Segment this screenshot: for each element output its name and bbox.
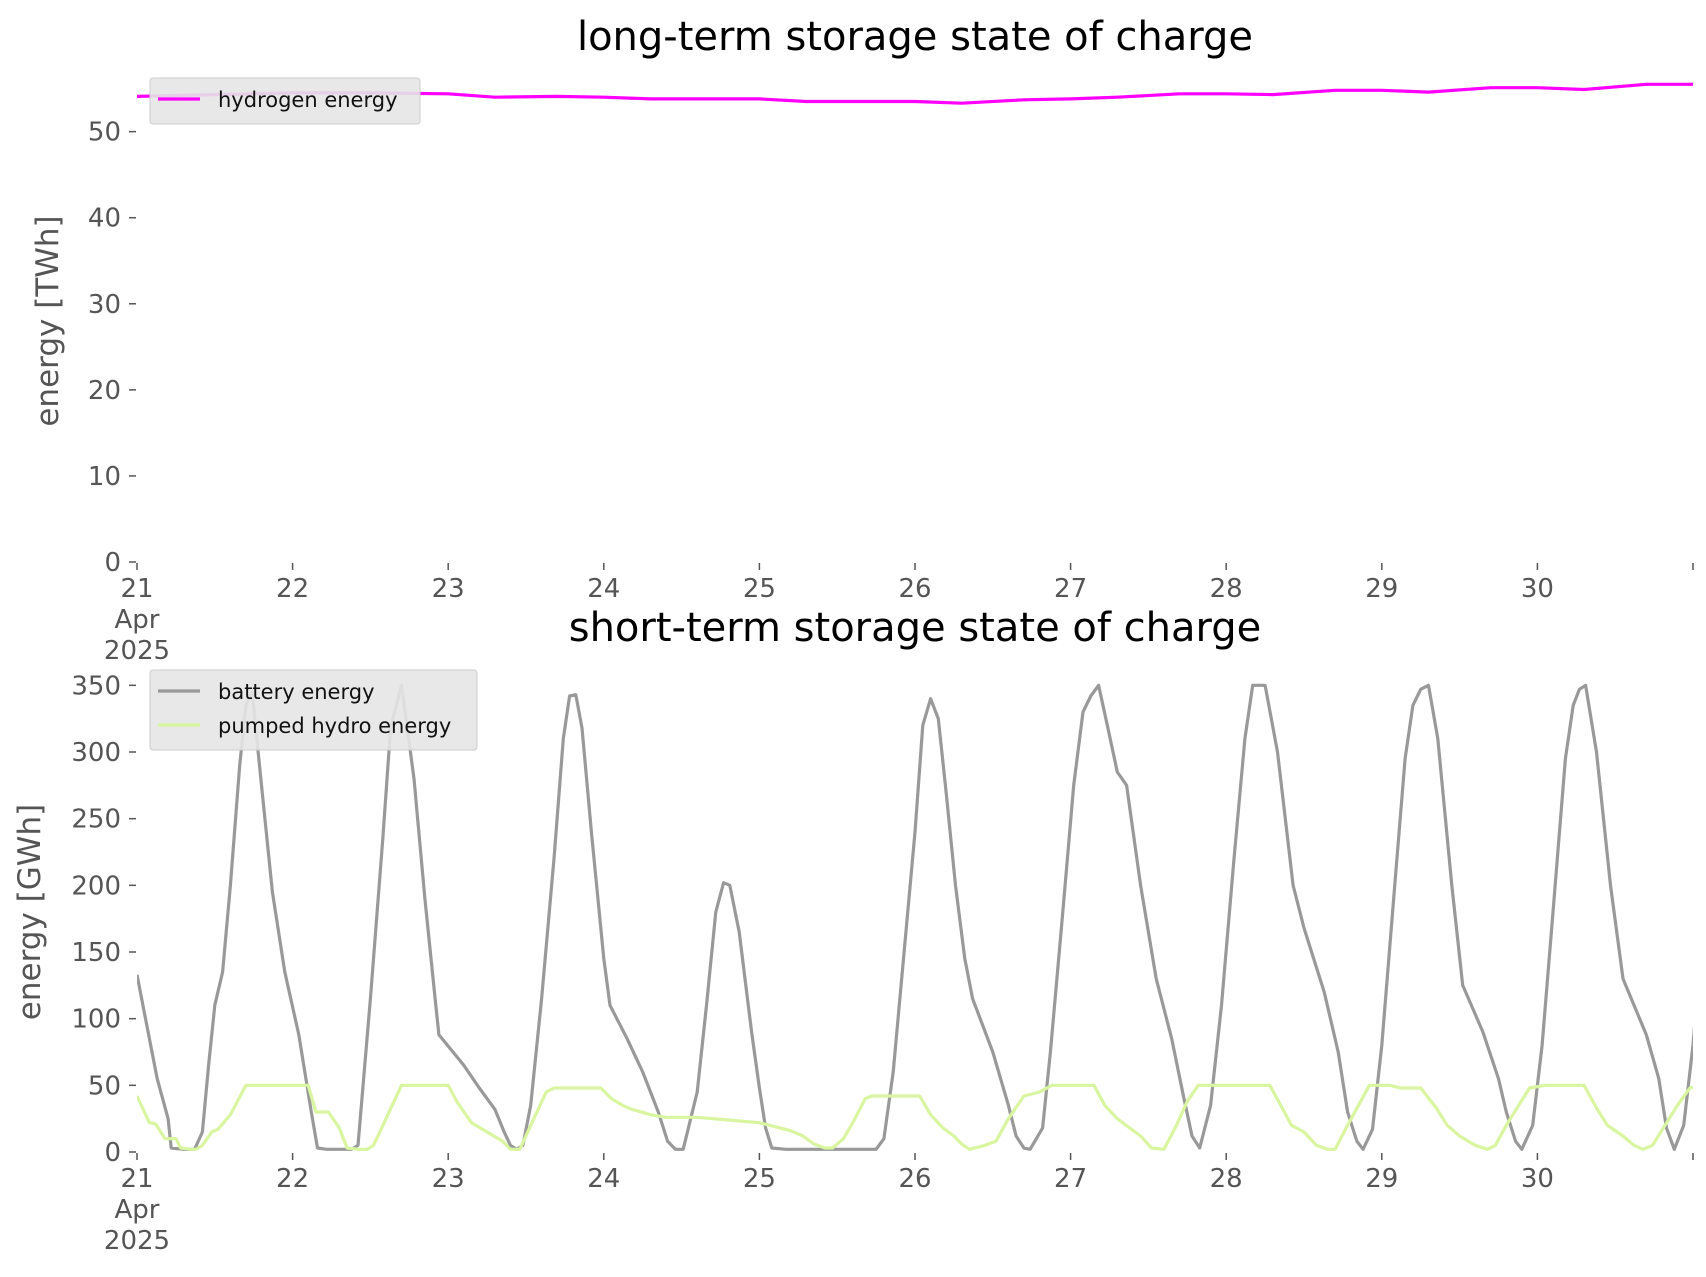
- x-tick-label: 26: [898, 574, 931, 604]
- chart-panel-1: long-term storage state of charge energy …: [30, 14, 1694, 666]
- y-tick-label: 150: [71, 938, 121, 968]
- y-tick-label: 0: [104, 548, 121, 578]
- y-axis-label: energy [GWh]: [12, 804, 48, 1020]
- legend-label: hydrogen energy: [218, 88, 398, 112]
- y-axis-label: energy [TWh]: [30, 215, 66, 426]
- legend-label: pumped hydro energy: [218, 714, 451, 738]
- x-tick-label: 21 Apr 2025: [104, 574, 170, 666]
- y-tick-label: 50: [88, 118, 121, 148]
- y-tick-label: 250: [71, 805, 121, 835]
- x-tick-label: 30: [1521, 574, 1554, 604]
- legend-label: battery energy: [218, 680, 375, 704]
- x-tick-label: 27: [1054, 1164, 1087, 1194]
- x-tick-label: 29: [1365, 1164, 1398, 1194]
- legend-box: [149, 77, 421, 125]
- x-tick-label: 24: [587, 574, 620, 604]
- y-tick-label: 350: [71, 671, 121, 701]
- series-line-1: [137, 82, 1693, 105]
- series-line-2: [137, 1083, 1693, 1151]
- x-tick-label: 23: [432, 1164, 465, 1194]
- x-tick-label: 28: [1210, 1164, 1243, 1194]
- x-tick-label: 25: [743, 1164, 776, 1194]
- x-tick-label: 26: [898, 1164, 931, 1194]
- y-tick-label: 100: [71, 1005, 121, 1035]
- chart-panel-2: short-term storage state of charge energy…: [12, 605, 1694, 1256]
- y-tick-label: 300: [71, 738, 121, 768]
- x-tick-label: 25: [743, 574, 776, 604]
- x-tick-label: 28: [1210, 574, 1243, 604]
- x-tick-label: 24: [587, 1164, 620, 1194]
- y-tick-label: 200: [71, 871, 121, 901]
- y-tick-label: 30: [88, 290, 121, 320]
- legend-box: [149, 669, 478, 751]
- chart-title: long-term storage state of charge: [577, 14, 1253, 60]
- y-tick-label: 50: [88, 1071, 121, 1101]
- x-tick-label: 23: [432, 574, 465, 604]
- x-tick-label: 30: [1521, 1164, 1554, 1194]
- y-tick-label: 20: [88, 376, 121, 406]
- x-tick-label: 21 Apr 2025: [104, 1164, 170, 1256]
- y-tick-label: 10: [88, 462, 121, 492]
- x-tick-label: 27: [1054, 574, 1087, 604]
- x-tick-label: 29: [1365, 574, 1398, 604]
- x-tick-label: 22: [276, 1164, 309, 1194]
- y-tick-label: 40: [88, 204, 121, 234]
- series-line-1: [137, 683, 1693, 1151]
- y-tick-label: 0: [104, 1138, 121, 1168]
- x-tick-label: 22: [276, 574, 309, 604]
- chart-title: short-term storage state of charge: [569, 605, 1262, 651]
